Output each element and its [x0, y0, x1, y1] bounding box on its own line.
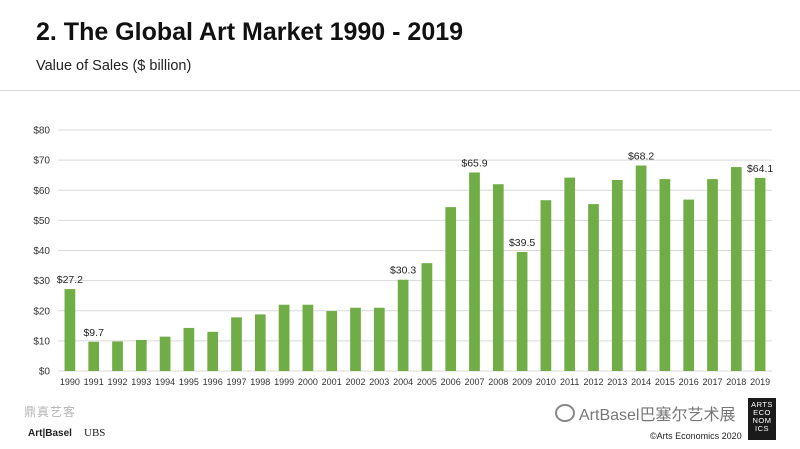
- x-tick-label: 2015: [655, 377, 675, 387]
- x-tick-label: 1995: [179, 377, 199, 387]
- x-tick-label: 1994: [155, 377, 175, 387]
- data-label: $68.2: [628, 151, 654, 163]
- x-tick-label: 2011: [560, 377, 579, 387]
- data-label: $64.1: [747, 163, 773, 175]
- bar: [540, 200, 552, 371]
- x-axis-ticks: 1990 1991 1992 1993 1994 1995 1996 1997 1998 1999…: [60, 377, 770, 387]
- x-tick-label: 1991: [84, 377, 104, 387]
- y-tick-label: $60: [33, 186, 50, 197]
- x-tick-label: 1998: [250, 377, 270, 387]
- x-tick-label: 1993: [131, 377, 151, 387]
- x-tick-label: 1996: [203, 377, 223, 387]
- y-tick-label: $0: [39, 367, 51, 378]
- bar: [207, 331, 219, 371]
- wechat-watermark: ArtBasel巴塞尔艺术展: [555, 401, 735, 425]
- y-tick-label: $70: [33, 156, 50, 167]
- x-tick-label: 1992: [107, 377, 127, 387]
- header-divider: [0, 90, 800, 91]
- seal-watermark: 鼎真艺客: [24, 405, 77, 419]
- x-tick-label: 1997: [226, 377, 246, 387]
- bar: [683, 199, 695, 371]
- data-label: $30.3: [390, 265, 416, 277]
- x-tick-label: 2012: [583, 377, 603, 387]
- bar: [754, 177, 766, 371]
- wechat-icon: [555, 404, 575, 422]
- x-tick-label: 2008: [488, 377, 508, 387]
- logo-line: NOM: [752, 416, 772, 425]
- x-tick-label: 2002: [345, 377, 365, 387]
- x-tick-label: 2001: [322, 377, 342, 387]
- y-tick-label: $20: [33, 306, 50, 317]
- artbasel-logo: Art|Basel: [28, 428, 72, 439]
- bar: [231, 317, 242, 371]
- x-tick-label: 2004: [393, 377, 413, 387]
- bar-chart: $0$10$20$30$40$50$60$70$80 1990 1991 1992 1…: [33, 126, 774, 388]
- watermark-text: ArtBasel巴塞尔艺术展: [579, 407, 736, 424]
- logo-line: ECO: [753, 408, 771, 417]
- y-tick-label: $10: [33, 336, 50, 347]
- bar: [659, 179, 671, 371]
- bar: [588, 204, 599, 371]
- bar: [350, 307, 361, 371]
- gridlines: [58, 129, 772, 372]
- bars: [64, 165, 766, 371]
- y-tick-label: $80: [33, 126, 50, 137]
- bar: [635, 165, 647, 371]
- x-tick-label: 2010: [536, 377, 556, 387]
- data-label: $27.2: [57, 274, 83, 286]
- data-label: $9.7: [83, 327, 104, 339]
- bar: [397, 279, 409, 371]
- bar: [183, 327, 195, 371]
- y-tick-label: $50: [33, 216, 50, 227]
- x-tick-label: 2007: [464, 377, 484, 387]
- x-tick-label: 2016: [679, 377, 699, 387]
- page-title: 2. The Global Art Market 1990 - 2019: [36, 18, 464, 46]
- bar: [302, 304, 314, 371]
- bar: [254, 314, 266, 371]
- bar: [88, 341, 100, 371]
- ubs-logo: UBS: [84, 427, 106, 439]
- bar: [730, 167, 742, 371]
- bar: [159, 336, 171, 371]
- y-tick-label: $40: [33, 246, 50, 257]
- bar: [64, 289, 76, 371]
- bar: [135, 339, 147, 371]
- bar: [112, 341, 123, 371]
- y-tick-label: $30: [33, 276, 50, 287]
- bar: [326, 311, 338, 371]
- bar: [445, 207, 457, 371]
- x-tick-label: 2017: [702, 377, 722, 387]
- logo-line: ICS: [754, 424, 769, 433]
- x-tick-label: 2013: [607, 377, 627, 387]
- data-label: $39.5: [509, 237, 535, 249]
- x-tick-label: 2000: [298, 377, 318, 387]
- bar: [564, 177, 576, 371]
- bar: [492, 184, 504, 371]
- y-axis-ticks: $0 $10 $20 $30 $40 $50 $60 $70 $80: [33, 126, 50, 378]
- bar: [373, 307, 385, 371]
- x-tick-label: 2009: [512, 377, 532, 387]
- data-label: $65.9: [461, 157, 487, 169]
- arts-economics-logo: ARTS ECO NOM ICS: [748, 398, 776, 440]
- bar: [469, 172, 480, 371]
- x-tick-label: 2003: [369, 377, 389, 387]
- x-tick-label: 2005: [417, 377, 437, 387]
- x-tick-label: 2019: [750, 377, 770, 387]
- bar: [611, 180, 623, 371]
- page-subtitle: Value of Sales ($ billion): [36, 58, 192, 74]
- x-tick-label: 2014: [631, 377, 651, 387]
- x-tick-label: 2006: [441, 377, 461, 387]
- x-tick-label: 2018: [726, 377, 746, 387]
- data-labels: $27.2 $9.7 $30.3 $65.9 $39.5 $68.2 $64.1: [57, 151, 774, 339]
- logo-line: ARTS: [751, 400, 773, 409]
- copyright-text: ©Arts Economics 2020: [650, 431, 742, 441]
- x-tick-label: 1999: [274, 377, 294, 387]
- bar: [516, 252, 528, 371]
- bar: [278, 304, 290, 371]
- bar: [421, 263, 433, 371]
- x-tick-label: 1990: [60, 377, 80, 387]
- bar: [707, 179, 718, 371]
